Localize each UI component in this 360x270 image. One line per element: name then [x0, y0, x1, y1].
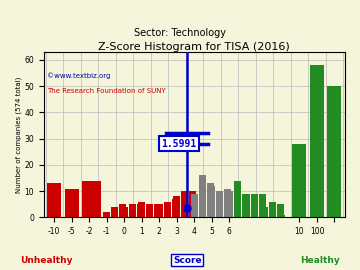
Bar: [199, 176, 206, 217]
Bar: [174, 196, 180, 217]
Bar: [261, 207, 268, 217]
Bar: [156, 204, 163, 217]
Bar: [111, 207, 118, 217]
Bar: [181, 191, 188, 217]
Text: ©www.textbiz.org: ©www.textbiz.org: [47, 72, 110, 79]
Bar: [278, 215, 285, 217]
Bar: [119, 204, 126, 217]
Bar: [242, 194, 249, 217]
Bar: [224, 188, 231, 217]
Bar: [269, 202, 276, 217]
Bar: [94, 181, 101, 217]
Bar: [172, 199, 179, 217]
Text: 1.5991: 1.5991: [161, 139, 196, 149]
Bar: [226, 191, 233, 217]
Y-axis label: Number of companies (574 total): Number of companies (574 total): [15, 76, 22, 193]
Bar: [82, 181, 96, 217]
Title: Z-Score Histogram for TISA (2016): Z-Score Histogram for TISA (2016): [99, 42, 290, 52]
Text: Score: Score: [173, 256, 202, 265]
Bar: [243, 194, 251, 217]
Text: Healthy: Healthy: [301, 256, 340, 265]
Bar: [207, 183, 213, 217]
Bar: [121, 207, 128, 217]
Bar: [251, 194, 258, 217]
Bar: [164, 202, 171, 217]
Text: Unhealthy: Unhealthy: [21, 256, 73, 265]
Bar: [189, 191, 196, 217]
Bar: [191, 194, 198, 217]
Bar: [328, 86, 342, 217]
Bar: [234, 181, 241, 217]
Bar: [216, 191, 223, 217]
Bar: [103, 212, 110, 217]
Bar: [208, 186, 215, 217]
Bar: [292, 144, 306, 217]
Bar: [136, 204, 144, 217]
Bar: [47, 183, 61, 217]
Bar: [310, 65, 324, 217]
Bar: [277, 204, 284, 217]
Bar: [146, 204, 153, 217]
Bar: [138, 202, 145, 217]
Bar: [129, 204, 136, 217]
Bar: [259, 194, 266, 217]
Bar: [65, 188, 79, 217]
Bar: [154, 204, 161, 217]
Text: Sector: Technology: Sector: Technology: [134, 28, 226, 38]
Text: The Research Foundation of SUNY: The Research Foundation of SUNY: [47, 88, 166, 94]
